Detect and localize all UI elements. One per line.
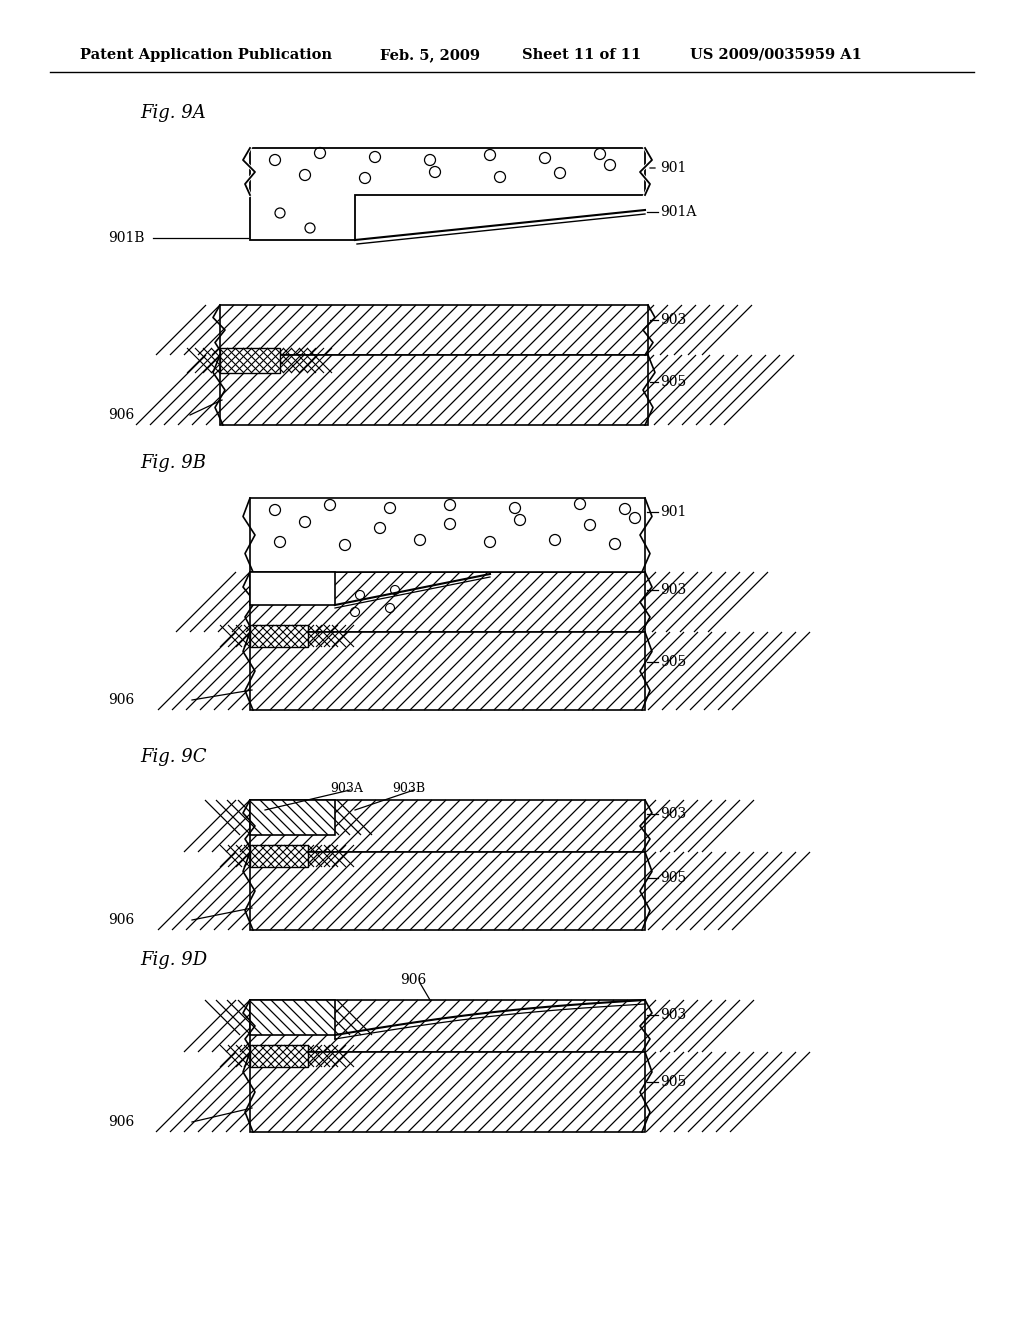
- Bar: [220, 348, 280, 374]
- Text: 901: 901: [660, 506, 686, 519]
- Bar: [250, 624, 308, 647]
- Bar: [250, 572, 645, 632]
- Bar: [250, 632, 645, 710]
- Text: Fig. 9C: Fig. 9C: [140, 748, 207, 766]
- Bar: [220, 355, 648, 425]
- Text: Fig. 9B: Fig. 9B: [140, 454, 206, 473]
- Bar: [250, 851, 645, 931]
- Bar: [250, 1001, 645, 1052]
- Bar: [220, 305, 648, 355]
- Bar: [250, 1052, 645, 1133]
- Bar: [250, 572, 335, 605]
- Text: US 2009/0035959 A1: US 2009/0035959 A1: [690, 48, 862, 62]
- Text: Patent Application Publication: Patent Application Publication: [80, 48, 332, 62]
- Bar: [250, 572, 645, 632]
- Text: Fig. 9A: Fig. 9A: [140, 104, 206, 121]
- Text: 906: 906: [108, 1115, 134, 1129]
- Bar: [250, 845, 308, 867]
- Bar: [250, 1001, 335, 1035]
- Text: 903A: 903A: [330, 781, 362, 795]
- Text: 906: 906: [400, 973, 426, 987]
- Bar: [250, 1045, 308, 1067]
- Text: 901: 901: [660, 161, 686, 176]
- Text: 906: 906: [108, 408, 134, 422]
- Bar: [250, 624, 308, 647]
- Bar: [250, 845, 308, 867]
- Bar: [250, 800, 335, 836]
- Text: 905: 905: [660, 655, 686, 669]
- Text: 901A: 901A: [660, 205, 696, 219]
- Bar: [220, 305, 648, 355]
- Text: 903: 903: [660, 313, 686, 327]
- Bar: [250, 1001, 335, 1035]
- Text: Feb. 5, 2009: Feb. 5, 2009: [380, 48, 480, 62]
- Text: 906: 906: [108, 913, 134, 927]
- Bar: [250, 1052, 645, 1133]
- Bar: [250, 800, 335, 836]
- Text: 906: 906: [108, 693, 134, 708]
- Text: Fig. 9D: Fig. 9D: [140, 950, 207, 969]
- Text: 903: 903: [660, 1008, 686, 1022]
- Polygon shape: [250, 148, 645, 240]
- Bar: [220, 348, 280, 374]
- Text: 905: 905: [660, 871, 686, 884]
- Text: Sheet 11 of 11: Sheet 11 of 11: [522, 48, 641, 62]
- Bar: [250, 851, 645, 931]
- Text: 905: 905: [660, 1074, 686, 1089]
- Text: 905: 905: [660, 375, 686, 389]
- Bar: [220, 355, 648, 425]
- Text: 903B: 903B: [392, 781, 425, 795]
- Text: 903: 903: [660, 583, 686, 597]
- Text: 901B: 901B: [108, 231, 144, 246]
- Bar: [250, 800, 645, 851]
- Bar: [250, 1045, 308, 1067]
- Bar: [250, 800, 645, 851]
- Text: 903: 903: [660, 807, 686, 821]
- Bar: [250, 1001, 645, 1052]
- Bar: [250, 498, 645, 572]
- Bar: [250, 632, 645, 710]
